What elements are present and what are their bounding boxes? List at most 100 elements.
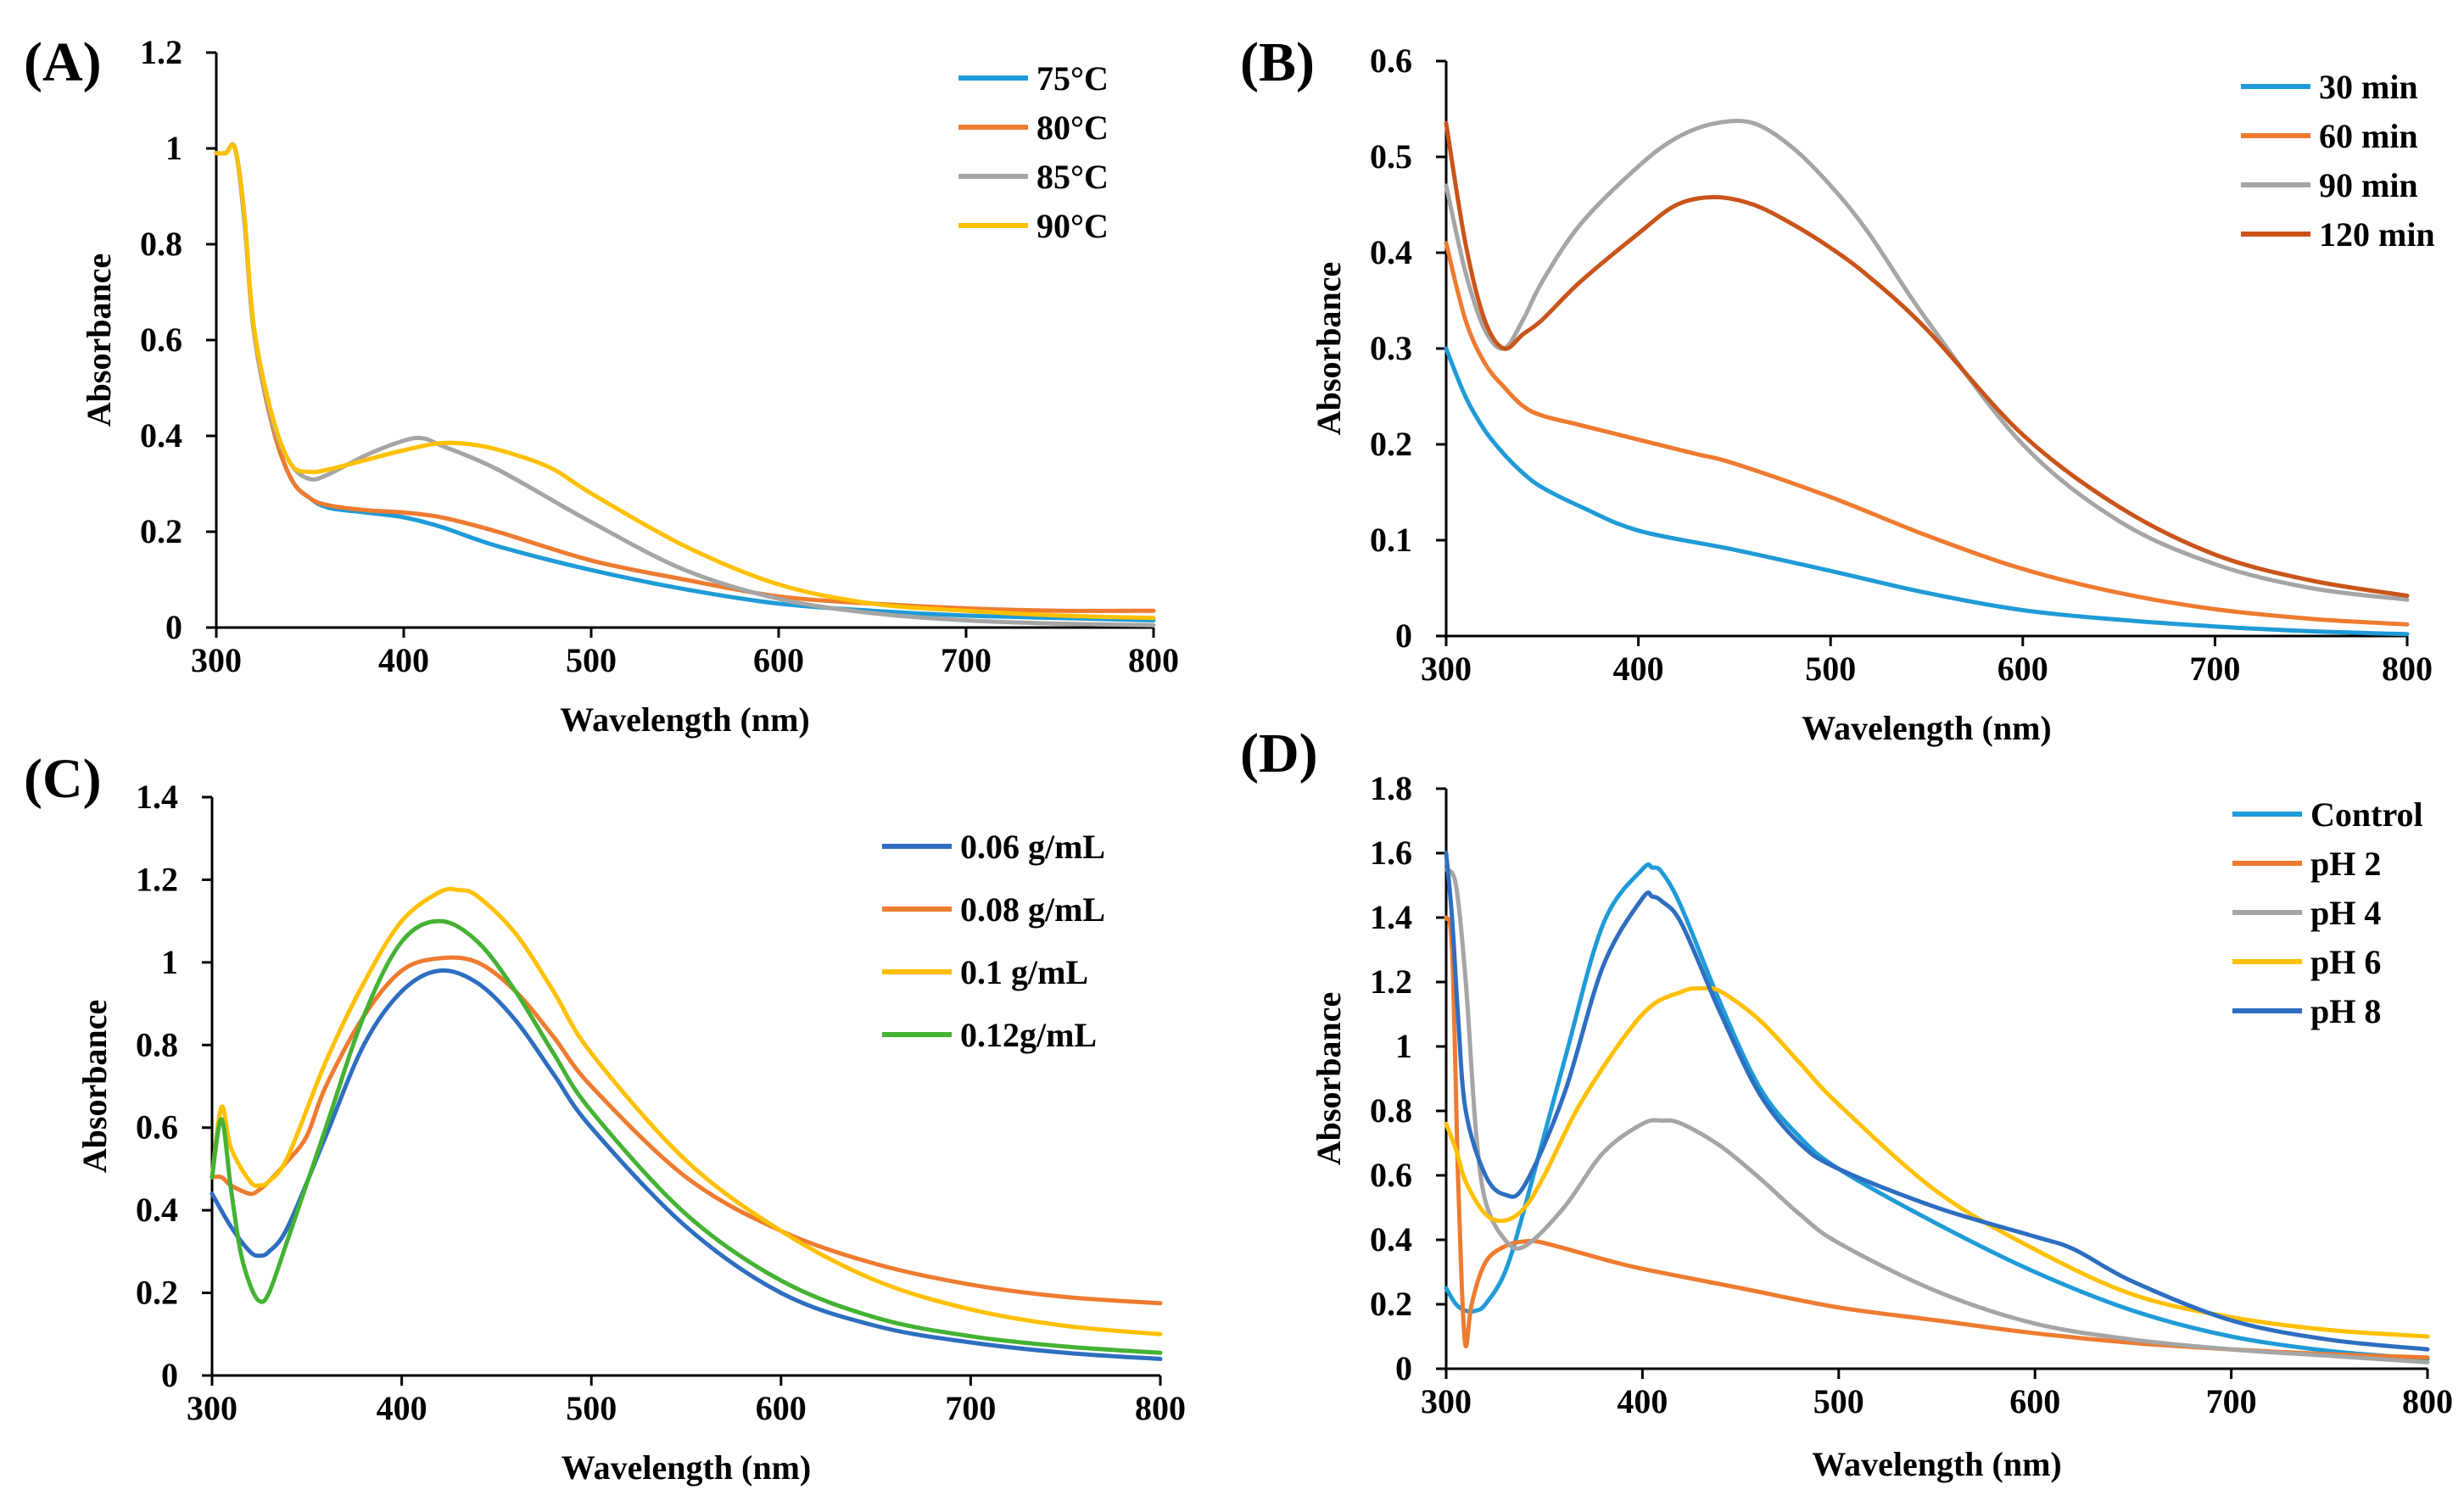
x-tick-label: 800 — [2382, 650, 2433, 688]
series-line — [214, 142, 1156, 622]
y-tick-label: 0.8 — [140, 225, 182, 263]
series-line — [210, 955, 1163, 1306]
y-tick-label: 0.6 — [140, 321, 182, 359]
legend-label: pH 2 — [2310, 845, 2381, 883]
x-tick-label: 500 — [1805, 650, 1856, 688]
legend-label: pH 6 — [2310, 943, 2381, 981]
y-tick-label: 0.8 — [136, 1025, 178, 1063]
legend-label: 85°C — [1036, 158, 1109, 196]
x-tick-label: 500 — [566, 1389, 617, 1427]
series-line — [1444, 119, 2410, 602]
series-line — [214, 142, 1156, 621]
series-line — [210, 968, 1163, 1361]
y-tick-label: 0.4 — [140, 416, 182, 455]
panel-label: (B) — [1240, 31, 1315, 93]
y-tick-label: 0.2 — [140, 512, 182, 550]
y-tick-label: 1.2 — [140, 33, 182, 71]
legend-label: Control — [2310, 795, 2423, 834]
legend-label: pH 4 — [2310, 894, 2381, 932]
x-tick-label: 300 — [1421, 650, 1472, 688]
y-tick-label: 0.6 — [1370, 42, 1412, 80]
y-tick-label: 0.4 — [136, 1191, 178, 1229]
x-tick-label: 300 — [1421, 1382, 1472, 1420]
y-axis-title: Absorbance — [1310, 992, 1348, 1165]
y-tick-label: 0 — [165, 608, 182, 646]
series-line — [210, 918, 1163, 1355]
x-tick-label: 500 — [1813, 1382, 1864, 1420]
x-tick-label: 700 — [2189, 650, 2240, 688]
series-line — [1444, 985, 2430, 1339]
legend-label: 0.1 g/mL — [960, 953, 1088, 991]
legend-label: 120 min — [2319, 215, 2435, 254]
x-tick-label: 800 — [1128, 641, 1179, 679]
y-tick-label: 0.6 — [1370, 1156, 1412, 1194]
x-tick-label: 600 — [753, 641, 804, 679]
y-tick-label: 0 — [1395, 617, 1412, 655]
x-tick-label: 700 — [945, 1389, 996, 1427]
y-tick-label: 1 — [1395, 1027, 1412, 1065]
y-axis-title: Absorbance — [75, 1000, 114, 1173]
x-tick-label: 600 — [756, 1389, 807, 1427]
legend-label: 30 min — [2319, 68, 2418, 106]
legend-label: 0.08 g/mL — [960, 890, 1105, 929]
x-tick-label: 800 — [2402, 1382, 2453, 1420]
y-tick-label: 0.4 — [1370, 233, 1412, 271]
y-tick-label: 1.8 — [1370, 769, 1412, 807]
panel-label: (C) — [24, 748, 102, 810]
x-tick-label: 500 — [566, 641, 617, 679]
y-tick-label: 1 — [161, 943, 178, 981]
y-tick-label: 0 — [1395, 1349, 1412, 1387]
series-line — [1444, 241, 2410, 627]
series-line — [1444, 862, 2430, 1362]
legend-label: 90°C — [1036, 207, 1109, 245]
y-tick-label: 0.2 — [136, 1274, 178, 1312]
y-tick-label: 0.6 — [136, 1108, 178, 1147]
y-tick-label: 1.2 — [136, 860, 178, 898]
legend-label: 60 min — [2319, 117, 2418, 155]
x-axis-title: Wavelength (nm) — [1802, 709, 2051, 747]
x-tick-label: 700 — [2206, 1382, 2257, 1420]
series-line — [1444, 851, 2430, 1352]
x-tick-label: 300 — [191, 641, 242, 679]
y-tick-label: 0.2 — [1370, 425, 1412, 463]
x-tick-label: 700 — [941, 641, 992, 679]
legend-label: 75°C — [1036, 59, 1109, 98]
series-line — [1444, 915, 2430, 1360]
series-line — [1444, 867, 2430, 1364]
series-line — [214, 142, 1156, 613]
panel-d: (D) 300 400 500 600 700 800 0 0.2 0.4 0.6 0.8 1 1.2 1… — [1240, 723, 2453, 1483]
y-tick-label: 1 — [165, 129, 182, 167]
y-axis-title: Absorbance — [80, 254, 118, 427]
series-line — [214, 142, 1156, 628]
legend-label: 80°C — [1036, 109, 1109, 147]
legend-label: pH 8 — [2310, 992, 2381, 1030]
y-tick-label: 0.8 — [1370, 1091, 1412, 1130]
x-tick-label: 400 — [1617, 1382, 1668, 1420]
series-line — [210, 886, 1163, 1336]
y-axis-title: Absorbance — [1310, 262, 1348, 435]
y-tick-label: 1.6 — [1370, 834, 1412, 872]
y-tick-label: 0.5 — [1370, 137, 1412, 176]
panel-label: (D) — [1240, 723, 1318, 784]
series-line — [1444, 346, 2410, 637]
x-axis-title: Wavelength (nm) — [562, 1448, 811, 1487]
y-tick-label: 0.3 — [1370, 329, 1412, 367]
x-tick-label: 400 — [377, 1389, 427, 1427]
y-tick-label: 1.4 — [1370, 898, 1412, 936]
y-tick-label: 0 — [161, 1356, 178, 1394]
x-axis-title: Wavelength (nm) — [560, 700, 809, 739]
x-tick-label: 400 — [1613, 650, 1664, 688]
panel-a: (A) 300 400 500 600 700 800 0 0.2 0.4 0.6 0.8 1 1.2 W… — [24, 31, 1179, 739]
y-tick-label: 1.4 — [136, 778, 178, 816]
panel-b: (B) 300 400 500 600 700 800 0 0.1 0.2 0.3 0.4 0.5 0.… — [1240, 31, 2435, 747]
x-tick-label: 600 — [2009, 1382, 2060, 1420]
x-tick-label: 800 — [1135, 1389, 1186, 1427]
x-tick-label: 600 — [1997, 650, 2048, 688]
legend-label: 90 min — [2319, 166, 2418, 204]
x-tick-label: 300 — [187, 1389, 237, 1427]
panel-c: (C) 300 400 500 600 700 800 0 0.2 0.4 0.6 0.8 1 1.2 1… — [24, 748, 1186, 1487]
panel-label: (A) — [24, 31, 102, 93]
x-tick-label: 400 — [378, 641, 429, 679]
y-tick-label: 0.2 — [1370, 1285, 1412, 1323]
